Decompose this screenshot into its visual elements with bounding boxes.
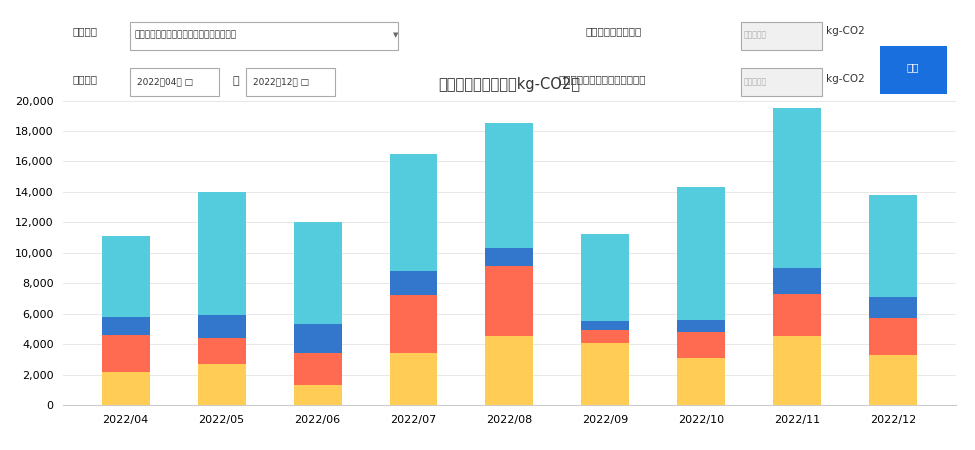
FancyBboxPatch shape [879, 46, 947, 94]
Bar [581, 342, 629, 405]
Text: 2022年04月 □: 2022年04月 □ [136, 77, 193, 86]
Bar [773, 268, 821, 294]
Bar [869, 195, 917, 297]
FancyBboxPatch shape [131, 68, 219, 96]
Bar [678, 320, 725, 332]
Text: 表示内容: 表示内容 [72, 26, 98, 36]
Bar [198, 315, 246, 338]
Bar [390, 154, 438, 271]
Bar [678, 187, 725, 320]
Bar [101, 372, 150, 405]
Bar [293, 353, 341, 385]
Bar [486, 337, 533, 405]
Bar [486, 123, 533, 248]
Bar [581, 321, 629, 330]
Legend: 電力, 灯油, A重油, 軽油: 電力, 灯油, A重油, 軽油 [430, 447, 589, 450]
Bar [101, 236, 150, 317]
Bar [486, 266, 533, 337]
Bar [678, 332, 725, 358]
Bar [581, 330, 629, 342]
Bar [293, 222, 341, 324]
Text: 整数を入力: 整数を入力 [744, 77, 767, 86]
Bar [581, 234, 629, 321]
Bar [390, 271, 438, 295]
Text: ～: ～ [233, 76, 240, 86]
Bar [101, 335, 150, 372]
Bar [773, 108, 821, 268]
Bar [293, 324, 341, 353]
Text: 表示期間: 表示期間 [72, 74, 98, 84]
Text: 穏上グラフ＆エネルギー使用量内訳グラフ: 穏上グラフ＆エネルギー使用量内訳グラフ [135, 31, 237, 40]
Text: 検索: 検索 [907, 63, 918, 72]
FancyBboxPatch shape [741, 22, 822, 50]
Text: 穏上げグラフ最大値: 穏上げグラフ最大値 [585, 26, 642, 36]
Bar [293, 385, 341, 405]
Bar [869, 318, 917, 355]
Text: kg-CO2: kg-CO2 [826, 74, 865, 84]
Text: 2022年12月 □: 2022年12月 □ [253, 77, 309, 86]
Text: ▼: ▼ [394, 32, 399, 38]
FancyBboxPatch shape [247, 68, 335, 96]
Bar [198, 338, 246, 364]
Bar [390, 295, 438, 353]
FancyBboxPatch shape [741, 68, 822, 96]
Bar [869, 297, 917, 318]
FancyBboxPatch shape [131, 22, 398, 50]
Text: 整数を入力: 整数を入力 [744, 31, 767, 40]
Bar [869, 355, 917, 405]
Bar [390, 353, 438, 405]
Bar [678, 358, 725, 405]
Bar [773, 337, 821, 405]
Bar [773, 294, 821, 337]
Bar [486, 248, 533, 266]
Text: kg-CO2: kg-CO2 [826, 26, 865, 36]
Title: エネルギー別内訳（kg-CO2）: エネルギー別内訳（kg-CO2） [439, 77, 580, 92]
Bar [198, 364, 246, 405]
Bar [101, 317, 150, 335]
Text: エネルギー別内訳グラフ最大値: エネルギー別内訳グラフ最大値 [559, 74, 646, 84]
Bar [198, 192, 246, 315]
